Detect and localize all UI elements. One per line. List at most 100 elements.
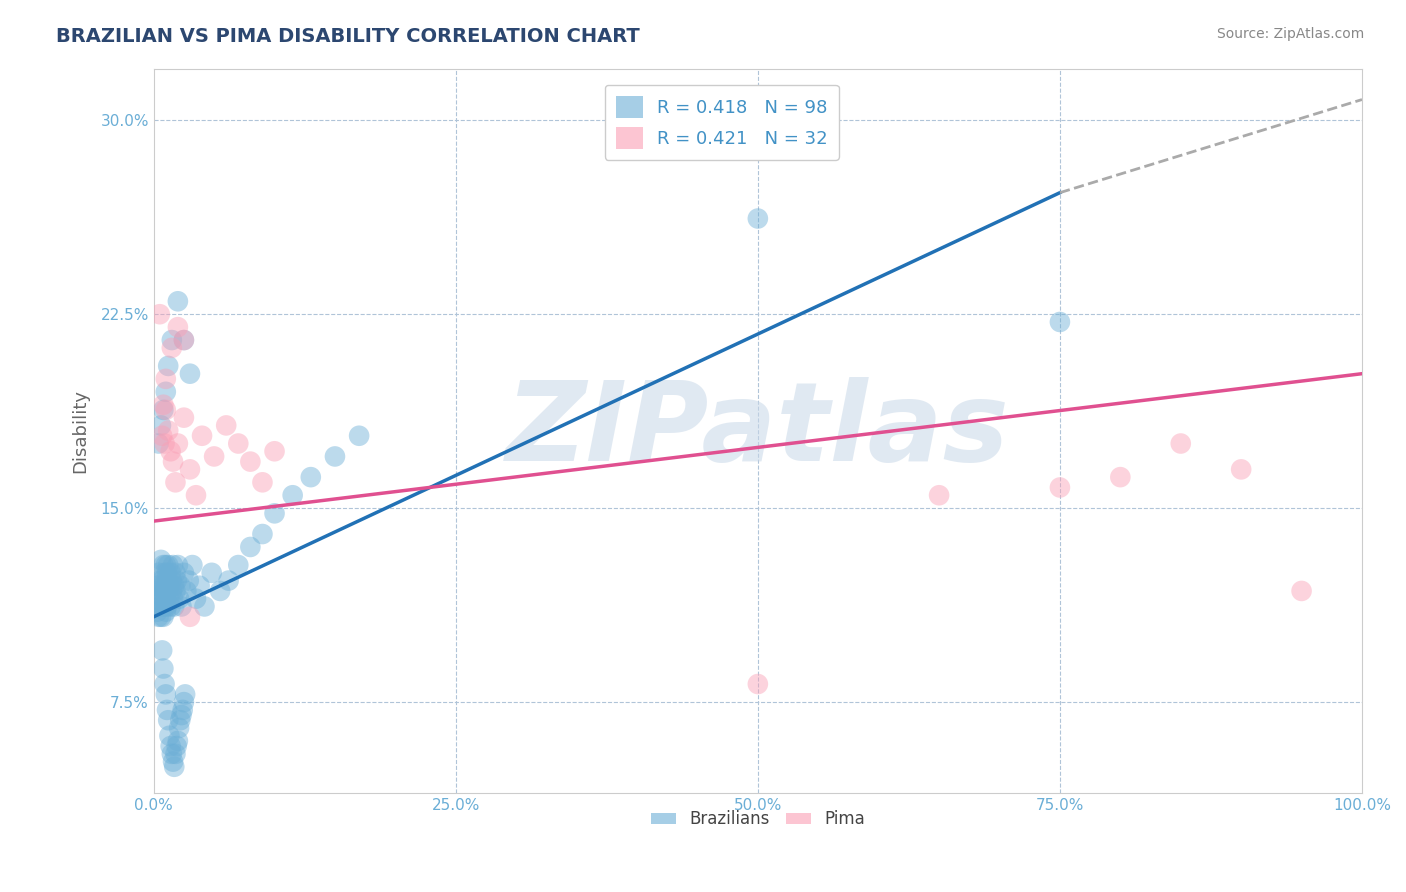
- Point: [153, 599, 176, 614]
- Point: [263, 444, 285, 458]
- Point: [179, 462, 201, 476]
- Point: [218, 574, 240, 588]
- Y-axis label: Disability: Disability: [72, 389, 89, 473]
- Point: [155, 384, 177, 399]
- Point: [162, 755, 184, 769]
- Point: [162, 455, 184, 469]
- Text: ZIPatlas: ZIPatlas: [506, 377, 1010, 484]
- Point: [153, 677, 176, 691]
- Point: [181, 558, 204, 572]
- Point: [347, 429, 370, 443]
- Point: [149, 307, 172, 321]
- Point: [157, 583, 180, 598]
- Point: [169, 713, 191, 727]
- Point: [165, 566, 187, 580]
- Point: [928, 488, 950, 502]
- Point: [167, 591, 190, 606]
- Point: [149, 553, 172, 567]
- Point: [167, 558, 190, 572]
- Point: [153, 436, 176, 450]
- Point: [165, 747, 187, 761]
- Point: [155, 687, 177, 701]
- Point: [152, 591, 174, 606]
- Point: [176, 583, 198, 598]
- Point: [201, 566, 224, 580]
- Point: [157, 558, 180, 572]
- Point: [299, 470, 322, 484]
- Point: [155, 583, 177, 598]
- Point: [150, 429, 173, 443]
- Point: [156, 599, 179, 614]
- Point: [160, 747, 183, 761]
- Point: [156, 566, 179, 580]
- Point: [173, 333, 195, 347]
- Point: [252, 527, 274, 541]
- Point: [157, 713, 180, 727]
- Point: [148, 609, 170, 624]
- Point: [166, 739, 188, 753]
- Point: [177, 574, 200, 588]
- Point: [159, 739, 181, 753]
- Point: [152, 398, 174, 412]
- Point: [226, 436, 249, 450]
- Point: [149, 583, 172, 598]
- Point: [152, 558, 174, 572]
- Point: [323, 450, 346, 464]
- Point: [163, 760, 186, 774]
- Point: [152, 661, 174, 675]
- Point: [747, 677, 769, 691]
- Text: Source: ZipAtlas.com: Source: ZipAtlas.com: [1216, 27, 1364, 41]
- Point: [167, 721, 190, 735]
- Point: [167, 320, 190, 334]
- Point: [152, 403, 174, 417]
- Point: [149, 591, 172, 606]
- Point: [191, 429, 214, 443]
- Point: [1049, 481, 1071, 495]
- Point: [1170, 436, 1192, 450]
- Point: [157, 591, 180, 606]
- Point: [1291, 583, 1313, 598]
- Point: [157, 729, 180, 743]
- Point: [153, 566, 176, 580]
- Point: [156, 579, 179, 593]
- Point: [165, 583, 187, 598]
- Point: [162, 558, 184, 572]
- Point: [1049, 315, 1071, 329]
- Point: [173, 695, 195, 709]
- Point: [202, 450, 225, 464]
- Point: [149, 599, 172, 614]
- Point: [155, 403, 177, 417]
- Point: [1230, 462, 1253, 476]
- Point: [150, 574, 173, 588]
- Point: [152, 609, 174, 624]
- Point: [169, 579, 191, 593]
- Point: [160, 341, 183, 355]
- Point: [145, 591, 167, 606]
- Point: [170, 599, 193, 614]
- Point: [173, 410, 195, 425]
- Point: [149, 609, 172, 624]
- Point: [252, 475, 274, 490]
- Point: [149, 574, 172, 588]
- Point: [156, 703, 179, 717]
- Point: [184, 488, 207, 502]
- Point: [163, 599, 186, 614]
- Point: [157, 424, 180, 438]
- Point: [215, 418, 238, 433]
- Point: [167, 436, 190, 450]
- Point: [1109, 470, 1132, 484]
- Point: [155, 591, 177, 606]
- Point: [747, 211, 769, 226]
- Point: [160, 333, 183, 347]
- Point: [155, 558, 177, 572]
- Point: [150, 643, 173, 657]
- Point: [263, 506, 285, 520]
- Point: [150, 599, 173, 614]
- Point: [167, 294, 190, 309]
- Point: [155, 605, 177, 619]
- Point: [166, 574, 188, 588]
- Point: [157, 359, 180, 373]
- Point: [165, 475, 187, 490]
- Point: [159, 444, 181, 458]
- Point: [155, 574, 177, 588]
